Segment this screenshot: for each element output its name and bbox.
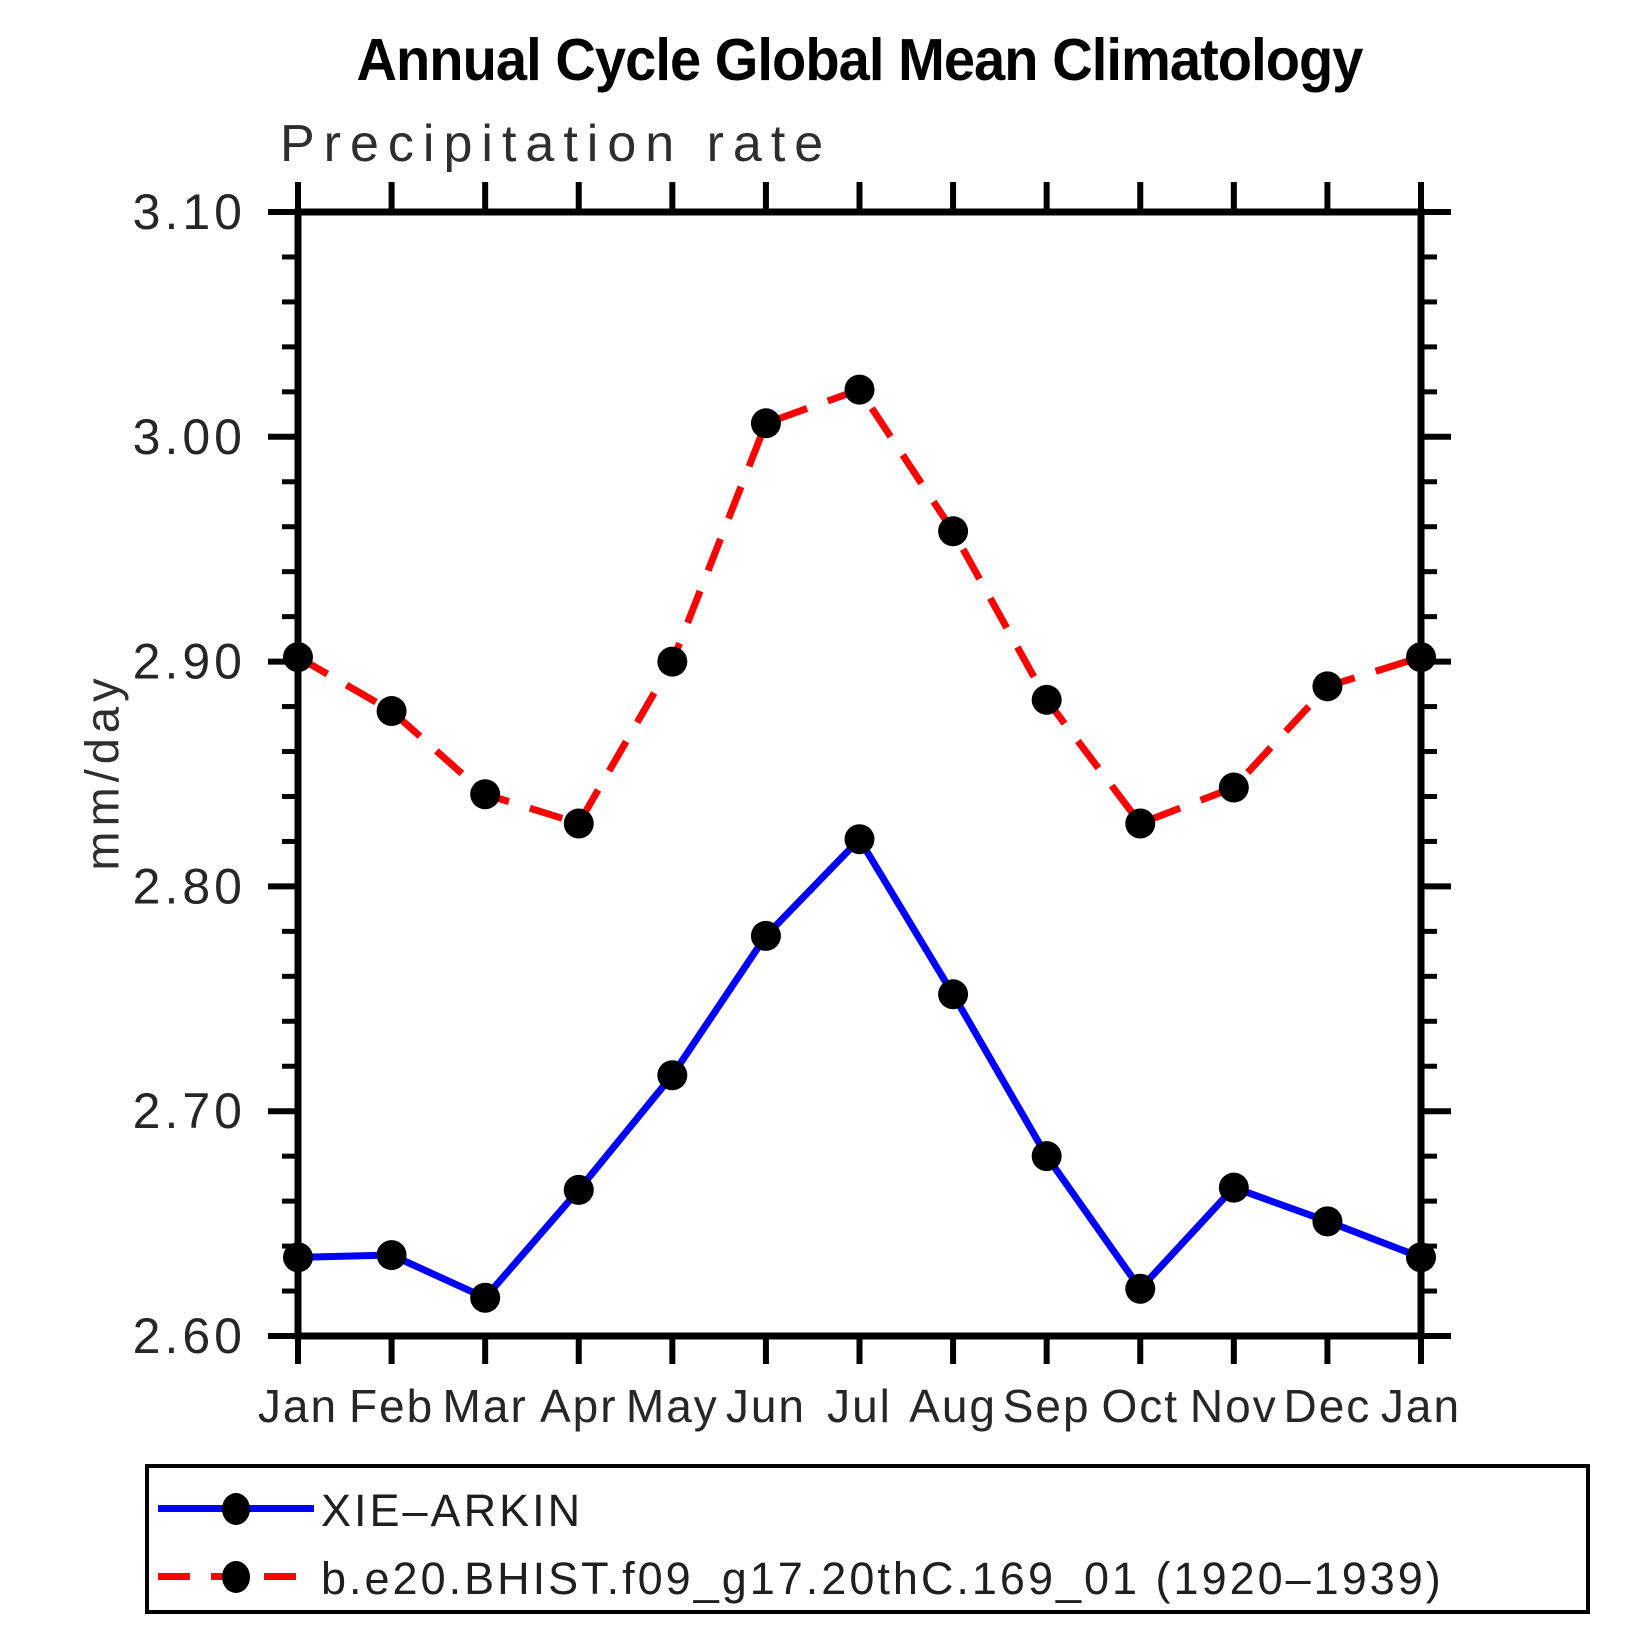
data-point xyxy=(750,408,781,439)
data-point xyxy=(657,646,688,677)
data-point xyxy=(376,1240,407,1271)
y-tick-label: 2.60 xyxy=(133,1308,246,1364)
legend-label-xie-arkin: XIE–ARKIN xyxy=(321,1485,584,1536)
data-point xyxy=(470,779,501,810)
data-point xyxy=(1312,1206,1343,1237)
x-tick-label: Mar xyxy=(443,1380,528,1432)
data-point xyxy=(563,1174,594,1205)
data-point xyxy=(657,1060,688,1091)
data-point xyxy=(1031,1141,1062,1172)
x-tick-label: Jun xyxy=(726,1380,806,1432)
legend-label-model: b.e20.BHIST.f09_g17.20thC.169_01 (1920–1… xyxy=(321,1553,1444,1604)
legend-box: XIE–ARKIN b.e20.BHIST.f09_g17.20thC.169_… xyxy=(145,1464,1590,1614)
chart-subtitle: Precipitation rate xyxy=(280,115,833,173)
data-point xyxy=(376,696,407,727)
legend-marker-dot xyxy=(222,1561,250,1593)
data-point xyxy=(1125,808,1156,839)
data-point xyxy=(283,1242,313,1273)
x-tick-label: Jul xyxy=(827,1380,892,1432)
legend-marker-dot xyxy=(222,1493,250,1525)
data-point xyxy=(1218,772,1249,803)
x-tick-label: Dec xyxy=(1284,1380,1372,1432)
data-point xyxy=(844,824,875,855)
series-line-0 xyxy=(297,833,1423,1303)
y-tick-label: 3.10 xyxy=(133,184,246,240)
data-point xyxy=(1312,671,1343,702)
data-point xyxy=(1031,684,1062,715)
x-tick-label: Jan xyxy=(258,1380,338,1432)
y-tick-label: 2.80 xyxy=(133,858,246,914)
data-point xyxy=(938,516,969,547)
x-tick-label: Aug xyxy=(909,1380,997,1432)
data-point xyxy=(283,642,313,673)
data-point xyxy=(563,808,594,839)
x-tick-label: Nov xyxy=(1190,1380,1278,1432)
x-tick-label: Jan xyxy=(1381,1380,1461,1432)
data-point xyxy=(470,1282,501,1313)
chart-title: Annual Cycle Global Mean Climatology xyxy=(356,27,1363,93)
data-point xyxy=(1406,1242,1436,1273)
data-point xyxy=(1406,642,1436,673)
y-tick-label: 3.00 xyxy=(133,409,246,465)
data-point xyxy=(1125,1273,1156,1304)
x-tick-label: Sep xyxy=(1003,1380,1091,1432)
y-tick-label: 2.70 xyxy=(133,1083,246,1139)
series-line-1 xyxy=(296,385,1423,828)
x-tick-label: Feb xyxy=(349,1380,434,1432)
data-point xyxy=(1218,1172,1249,1203)
x-tick-label: May xyxy=(626,1380,719,1432)
data-point xyxy=(750,920,781,951)
x-tick-label: Apr xyxy=(540,1380,618,1432)
data-point xyxy=(938,979,969,1010)
y-tick-label: 2.90 xyxy=(133,634,246,690)
data-point xyxy=(844,374,875,405)
x-tick-label: Oct xyxy=(1101,1380,1179,1432)
